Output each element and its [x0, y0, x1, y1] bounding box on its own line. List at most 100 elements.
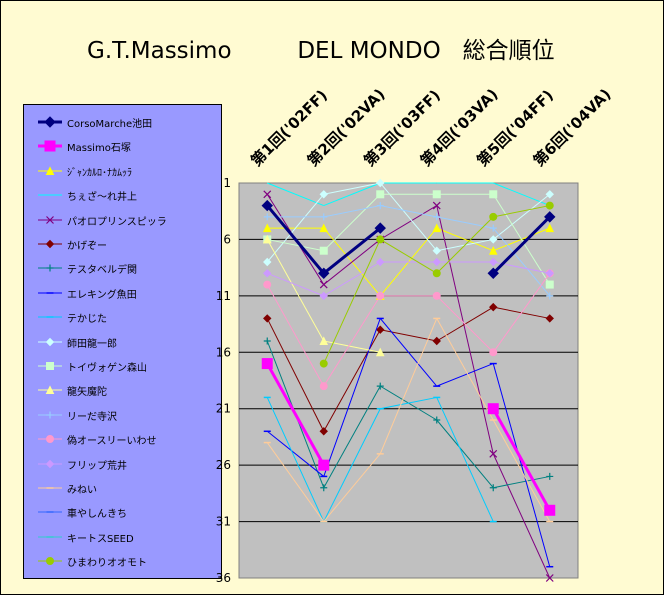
legend-label: ｼﾞｬﾝｶﾙﾛ･ﾅｶﾑｯﾗ — [67, 167, 132, 179]
series-line-segment — [492, 227, 551, 297]
data-point — [374, 222, 386, 234]
data-point — [46, 264, 54, 272]
data-point — [261, 358, 273, 370]
data-point — [318, 459, 330, 471]
data-point — [488, 246, 498, 255]
legend-label: かげぞー — [67, 241, 107, 252]
series-line-segment — [492, 419, 551, 522]
legend-swatch — [38, 536, 62, 538]
series-line-segment — [436, 227, 494, 252]
legend-item: キートスSEED — [24, 527, 221, 547]
data-point — [544, 504, 556, 516]
series-8 — [263, 396, 497, 523]
data-point — [432, 291, 441, 300]
series-line-segment — [323, 239, 381, 364]
legend-item: リーだ寺沢 — [24, 405, 221, 425]
y-tick-label: 26 — [216, 458, 231, 472]
series-line-segment — [323, 318, 381, 477]
series-line-segment — [266, 442, 325, 522]
legend-item: 車やしんきち — [24, 502, 221, 522]
legend-label: テかじた — [67, 314, 107, 326]
y-tick-label: 11 — [216, 289, 231, 303]
data-point — [432, 223, 442, 233]
series-line-segment — [491, 407, 552, 512]
legend-label: CorsoMarche池田 — [67, 119, 153, 130]
series-line-segment — [436, 363, 494, 387]
series-line-segment — [266, 318, 325, 432]
legend-item: パオロプリンスピッラ — [24, 210, 221, 230]
data-point — [432, 201, 441, 210]
legend-item: みねい — [24, 478, 221, 498]
data-point — [433, 213, 441, 221]
data-point — [45, 385, 55, 395]
data-point — [546, 472, 554, 480]
data-point — [544, 211, 556, 223]
series-line-segment — [323, 385, 381, 488]
legend-swatch — [38, 435, 62, 444]
data-point — [45, 337, 55, 346]
data-point — [545, 574, 554, 582]
legend-item: エレキング魚田 — [24, 283, 221, 303]
chart-title: G.T.Massimo DEL MONDO 総合順位 — [87, 38, 555, 64]
legend-swatch — [38, 411, 62, 419]
series-line-segment — [493, 205, 550, 218]
series-line-segment — [323, 205, 381, 218]
series-line-segment — [266, 239, 325, 342]
data-point — [262, 223, 272, 233]
legend: CorsoMarche池田 Massimo石塚 ｼﾞｬﾝｶﾙﾛ･ﾅｶﾑｯﾗ ちぇざ～れ… — [23, 104, 222, 579]
data-point — [46, 557, 54, 566]
data-point — [489, 235, 498, 244]
series-line-segment — [323, 239, 381, 285]
data-point — [432, 190, 441, 199]
plot-background — [238, 182, 579, 579]
legend-swatch — [38, 292, 62, 294]
legend-swatch — [38, 215, 62, 224]
legend-item: フリップ荒井 — [24, 454, 221, 474]
series-line-segment — [322, 226, 382, 275]
data-point — [545, 280, 554, 289]
series-line-segment — [323, 182, 381, 195]
series-line-segment — [379, 318, 438, 455]
y-tick-label: 21 — [216, 402, 231, 416]
data-point — [263, 190, 272, 199]
data-point — [46, 435, 54, 444]
data-point — [319, 223, 329, 233]
legend-swatch — [38, 385, 62, 395]
series-line-segment — [267, 238, 324, 252]
legend-item: かげぞー — [24, 234, 221, 254]
data-point — [376, 202, 384, 210]
legend-swatch — [38, 239, 62, 249]
legend-item: トイヴォゲン森山 — [24, 356, 221, 376]
data-point — [489, 449, 498, 458]
series-line-segment — [323, 261, 381, 297]
data-point — [487, 403, 499, 415]
series-line-segment — [436, 397, 494, 522]
data-point — [262, 234, 272, 244]
data-point — [319, 427, 328, 436]
legend-swatch — [38, 511, 62, 514]
data-point — [489, 484, 497, 492]
data-point — [318, 267, 330, 279]
series-7 — [263, 317, 554, 568]
legend-label: ひまわりオオモト — [67, 558, 147, 570]
y-tick-label: 31 — [216, 515, 231, 529]
series-18 — [319, 201, 554, 368]
data-point — [44, 116, 56, 128]
legend-item: Massimo石塚 — [24, 136, 221, 156]
legend-label: リーだ寺沢 — [67, 411, 117, 423]
series-line-segment — [266, 284, 325, 387]
legend-label: 偽オースリーいわせ — [67, 436, 157, 448]
legend-label: 車やしんきち — [67, 509, 127, 521]
legend-label: みねい — [67, 485, 97, 496]
data-point — [432, 246, 441, 255]
data-point — [375, 347, 385, 357]
data-point — [432, 257, 441, 267]
data-point — [545, 201, 554, 210]
data-point — [376, 325, 385, 334]
series-line-segment — [492, 194, 551, 285]
legend-label: ちぇざ～れ井上 — [67, 192, 137, 204]
data-point — [433, 416, 441, 424]
series-line-segment — [323, 453, 381, 522]
legend-label: テスタベルデ関 — [67, 265, 137, 277]
